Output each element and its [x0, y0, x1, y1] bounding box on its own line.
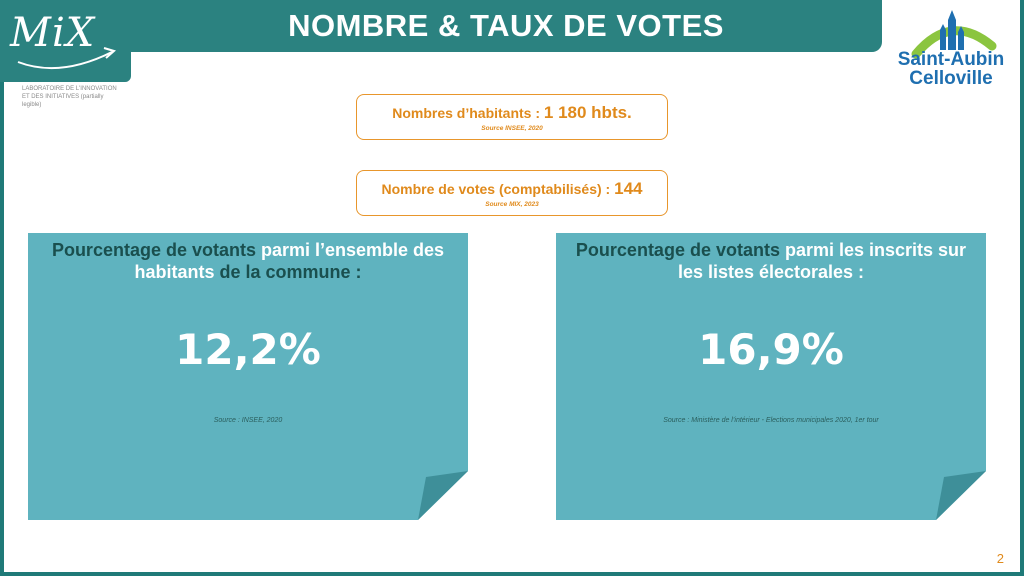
page-number: 2 [996, 551, 1004, 566]
card-heading: Pourcentage de votants parmi l’ensemble … [51, 240, 445, 282]
card-source: Source : INSEE, 2020 [213, 417, 283, 424]
town-logo: Saint-Aubin Celloville [896, 10, 1006, 100]
card-value: 12,2% [175, 325, 321, 374]
card-value: 16,9% [698, 325, 844, 374]
mix-logo-text: MiX [10, 10, 96, 56]
votes-value: 144 [614, 179, 643, 198]
mix-logo: MiX [0, 0, 131, 82]
town-name-line1: Saint-Aubin [897, 49, 1005, 70]
votes-source: Source MIX, 2023 [485, 201, 539, 208]
stat-card-registered: Pourcentage de votants parmi les inscrit… [556, 233, 986, 520]
town-emblem-icon [911, 10, 997, 59]
page-title: NOMBRE & TAUX DE VOTES [288, 8, 724, 43]
town-name-line2: Celloville [909, 68, 993, 89]
card-source: Source : Ministère de l’intérieur - Elec… [663, 417, 879, 424]
inhabitants-source: Source INSEE, 2020 [481, 125, 543, 132]
votes-label: Nombre de votes (comptabilisés) : [381, 181, 615, 197]
inhabitants-box: Nombres d’habitants : 1 180 hbts. Source… [356, 94, 668, 140]
inhabitants-value: 1 180 hbts. [543, 103, 632, 122]
card-background [556, 233, 986, 520]
stat-card-population: Pourcentage de votants parmi l’ensemble … [28, 233, 468, 520]
votes-line: Nombre de votes (comptabilisés) : 144 [357, 179, 667, 199]
mix-logo-subtitle: LABORATOIRE DE L'INNOVATION ET DES INITI… [22, 86, 117, 108]
card-background [28, 233, 468, 520]
inhabitants-line: Nombres d’habitants : 1 180 hbts. [357, 103, 667, 123]
town-name: Saint-Aubin Celloville [896, 50, 1006, 88]
title-bar: NOMBRE & TAUX DE VOTES [130, 0, 882, 52]
inhabitants-label: Nombres d’habitants : [392, 105, 544, 121]
card-heading: Pourcentage de votants parmi les inscrit… [575, 240, 967, 282]
mix-logo-swoosh-icon [17, 47, 117, 70]
votes-box: Nombre de votes (comptabilisés) : 144 So… [356, 170, 668, 216]
